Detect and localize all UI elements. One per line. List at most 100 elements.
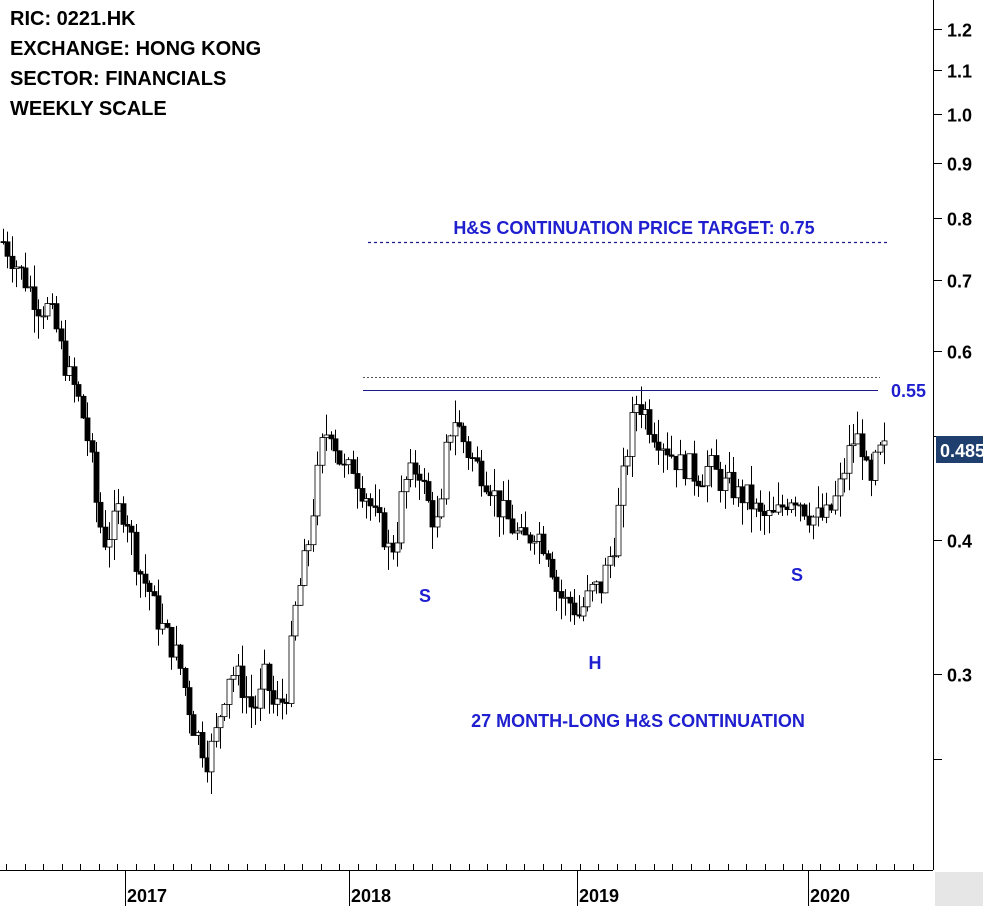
candle-body	[615, 504, 622, 557]
candle-body	[713, 455, 720, 470]
candle-body	[717, 468, 724, 491]
y-axis-ticks: 1.2 1.1 1.0 0.9 0.8 0.7 0.6 0.4 0.3	[933, 21, 972, 760]
candle-body	[766, 509, 773, 517]
candle-body	[854, 433, 861, 445]
candle-body	[859, 433, 866, 458]
candle-body	[151, 591, 158, 597]
candle-body	[558, 591, 565, 599]
candle-body	[505, 500, 512, 520]
candle-body	[483, 485, 490, 493]
x-label-2020: 2020	[810, 886, 850, 906]
candle-body	[18, 266, 25, 269]
candle-body	[823, 504, 830, 518]
candle-body	[279, 698, 286, 703]
last-price-label: 0.485	[940, 441, 983, 461]
candle-body	[562, 596, 569, 599]
candle-body	[106, 539, 113, 548]
candle-body	[159, 623, 166, 630]
candle-body	[792, 502, 799, 506]
candle-body	[261, 663, 268, 690]
candle-body	[832, 495, 839, 511]
pattern-label: 27 MONTH-LONG H&S CONTINUATION	[471, 711, 805, 731]
y-tick-label: 1.0	[947, 106, 972, 126]
candle-body	[44, 303, 51, 317]
candle-body	[877, 444, 884, 453]
candle-body	[863, 456, 870, 461]
y-tick-label: 0.8	[947, 210, 972, 230]
candle-body	[314, 464, 321, 517]
candle-body	[270, 690, 277, 705]
x-label-2017: 2017	[127, 886, 167, 906]
candle-body	[474, 457, 481, 462]
candle-body	[80, 395, 87, 419]
candle-body	[71, 366, 78, 385]
target-label: H&S CONTINUATION PRICE TARGET: 0.75	[453, 218, 814, 238]
candle-body	[257, 688, 264, 709]
candle-body	[686, 453, 693, 480]
candle-body	[213, 727, 220, 742]
candle-body	[146, 582, 153, 592]
candle-body	[527, 534, 534, 544]
candle-body	[514, 530, 521, 534]
y-tick-label: 0.7	[947, 272, 972, 292]
left-shoulder-label: S	[419, 586, 431, 606]
candle-body	[376, 507, 383, 514]
candle-body	[297, 585, 304, 606]
candle-body	[35, 309, 42, 317]
neckline-value-label: 0.55	[891, 381, 926, 401]
candle-body	[549, 558, 556, 578]
candle-body	[677, 454, 684, 471]
candle-body	[323, 434, 330, 438]
candle-body	[199, 732, 206, 759]
x-axis-ticks	[6, 864, 914, 870]
candle-body	[589, 583, 596, 592]
candle-body	[412, 462, 419, 475]
y-tick-label: 0.9	[947, 155, 972, 175]
candle-body	[22, 267, 29, 289]
candle-body	[421, 479, 428, 482]
candle-body	[168, 626, 175, 658]
candle-body	[4, 241, 11, 257]
candle-body	[668, 454, 675, 457]
candle-body	[704, 466, 711, 487]
candle-body	[695, 480, 702, 487]
candle-body	[584, 590, 591, 608]
candle-body	[429, 500, 436, 528]
candle-body	[646, 409, 653, 435]
candle-body	[810, 516, 817, 526]
candle-body	[478, 460, 485, 487]
candle-body	[111, 510, 118, 541]
candle-body	[319, 437, 326, 466]
candle-body	[239, 665, 246, 698]
candle-body	[75, 384, 82, 397]
y-tick-label: 0.3	[947, 666, 972, 686]
candle-body	[593, 581, 600, 585]
candle-body	[394, 542, 401, 553]
candle-body	[545, 553, 552, 560]
candle-body	[757, 502, 764, 512]
candle-body	[452, 422, 459, 437]
sector-label: SECTOR: FINANCIALS	[10, 68, 227, 90]
candle-body	[434, 516, 441, 528]
candle-body	[620, 465, 627, 506]
candle-body	[310, 515, 317, 546]
candle-body	[571, 602, 578, 616]
candle-body	[837, 478, 844, 497]
candle-body	[730, 471, 737, 499]
candle-body	[226, 678, 233, 705]
candle-body	[13, 266, 20, 270]
candle-body	[779, 504, 786, 508]
candle-body	[775, 504, 782, 513]
candle-body	[748, 484, 755, 510]
candle-body	[182, 668, 189, 688]
candle-body	[115, 503, 122, 512]
right-shoulder-label: S	[791, 565, 803, 585]
candle-body	[31, 286, 38, 310]
candle-body	[655, 441, 662, 451]
candle-body	[522, 527, 529, 536]
candle-body	[611, 555, 618, 558]
candle-body	[283, 701, 290, 704]
candle-body	[699, 485, 706, 488]
candle-body	[447, 435, 454, 443]
candle-body	[801, 504, 808, 517]
